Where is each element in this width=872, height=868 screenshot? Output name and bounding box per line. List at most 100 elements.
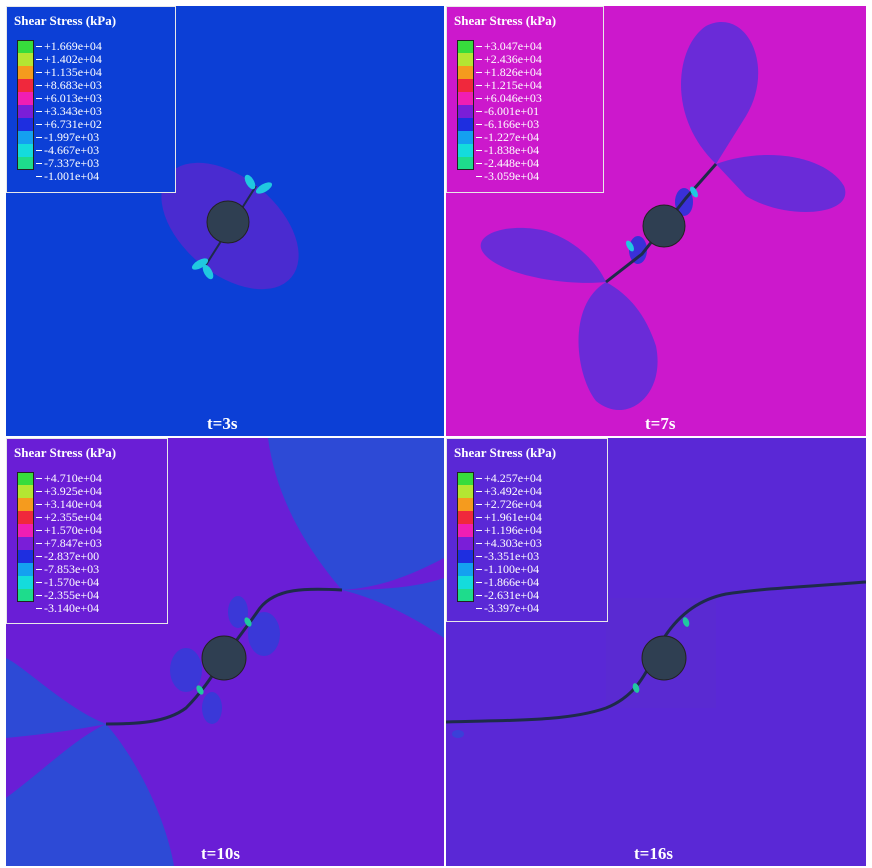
legend-value: -2.355e+04 [36, 589, 102, 602]
legend-value: +4.710e+04 [36, 472, 102, 485]
legend: Shear Stress (kPa) +1.669e+04 +1.402e+04… [6, 6, 176, 193]
legend-value: -3.397e+04 [476, 602, 542, 615]
legend-value: +2.355e+04 [36, 511, 102, 524]
legend-value: -2.631e+04 [476, 589, 542, 602]
legend-value: -1.570e+04 [36, 576, 102, 589]
legend-value: -4.667e+03 [36, 144, 102, 157]
crack-tip-zone [202, 264, 214, 280]
colorbar [17, 472, 34, 602]
colorbar [457, 40, 474, 170]
colorbar-swatch [17, 563, 34, 576]
panel-t10: Shear Stress (kPa) +4.710e+04 +3.925e+04… [6, 438, 444, 866]
legend-value: +7.847e+03 [36, 537, 102, 550]
colorbar-swatch [17, 40, 34, 53]
stress-lobe [681, 22, 759, 164]
legend-values: +4.257e+04 +3.492e+04 +2.726e+04 +1.961e… [476, 472, 542, 615]
legend-value: +6.731e+02 [36, 118, 102, 131]
legend-value: +3.047e+04 [476, 40, 542, 53]
crack-tip-zone [244, 174, 256, 190]
colorbar-swatch [457, 144, 474, 157]
borehole [642, 204, 686, 248]
colorbar-swatch [457, 563, 474, 576]
legend-value: -1.227e+04 [476, 131, 542, 144]
legend-value: -2.448e+04 [476, 157, 542, 170]
colorbar-swatch [17, 550, 34, 563]
time-label: t=10s [201, 844, 240, 863]
colorbar-swatch [457, 157, 474, 170]
crack-tip-zone [255, 182, 273, 194]
stress-lobe [480, 227, 606, 283]
legend-value: +1.570e+04 [36, 524, 102, 537]
legend-value: -6.001e+01 [476, 105, 542, 118]
legend-value: +8.683e+03 [36, 79, 102, 92]
stress-lobe [716, 155, 846, 213]
legend-value: +1.135e+04 [36, 66, 102, 79]
crack-tip-zone [191, 258, 209, 270]
borehole [641, 635, 687, 681]
panel-t7: Shear Stress (kPa) +3.047e+04 +2.436e+04… [446, 6, 866, 436]
legend-value: -2.837e+00 [36, 550, 102, 563]
legend-value: +6.046e+03 [476, 92, 542, 105]
time-label: t=16s [634, 844, 673, 863]
colorbar-swatch [457, 92, 474, 105]
legend-values: +4.710e+04 +3.925e+04 +3.140e+04 +2.355e… [36, 472, 102, 615]
crack-tip-zone [244, 617, 252, 627]
colorbar-swatch [457, 511, 474, 524]
stress-lobe [578, 282, 658, 410]
legend-value: -7.853e+03 [36, 563, 102, 576]
crack-tip-zone [682, 617, 690, 627]
legend-values: +3.047e+04 +2.436e+04 +1.826e+04 +1.215e… [476, 40, 542, 183]
legend: Shear Stress (kPa) +3.047e+04 +2.436e+04… [446, 6, 604, 193]
legend-value: +3.343e+03 [36, 105, 102, 118]
crack-tip-zone [626, 240, 634, 252]
colorbar-swatch [457, 576, 474, 589]
legend-value: +3.492e+04 [476, 485, 542, 498]
stress-lobe [248, 612, 280, 656]
colorbar [457, 472, 474, 602]
colorbar-swatch [457, 40, 474, 53]
legend-value: +2.436e+04 [476, 53, 542, 66]
legend-title: Shear Stress (kPa) [14, 445, 117, 460]
colorbar-swatch [457, 472, 474, 485]
legend-value: +4.303e+03 [476, 537, 542, 550]
time-label: t=3s [207, 414, 238, 433]
stress-field-t10 [6, 438, 444, 866]
colorbar-swatch [457, 118, 474, 131]
colorbar-swatch [17, 105, 34, 118]
legend-title: Shear Stress (kPa) [14, 13, 117, 28]
legend-value: +1.196e+04 [476, 524, 542, 537]
legend-value: -6.166e+03 [476, 118, 542, 131]
colorbar-swatch [17, 485, 34, 498]
crack-tip-zone [452, 730, 464, 738]
colorbar-swatch [457, 498, 474, 511]
colorbar-swatch [457, 53, 474, 66]
colorbar-swatch [457, 589, 474, 602]
borehole [201, 635, 247, 681]
colorbar [17, 40, 34, 170]
colorbar-swatch [457, 485, 474, 498]
colorbar-swatch [17, 589, 34, 602]
legend-value: +4.257e+04 [476, 472, 542, 485]
stress-lobe [6, 658, 106, 738]
legend-value: -1.001e+04 [36, 170, 102, 183]
colorbar-swatch [457, 79, 474, 92]
panel-t3: Shear Stress (kPa) +1.669e+04 +1.402e+04… [6, 6, 444, 436]
legend-title: Shear Stress (kPa) [454, 445, 557, 460]
colorbar-swatch [17, 79, 34, 92]
colorbar-swatch [17, 144, 34, 157]
legend: Shear Stress (kPa) +4.710e+04 +3.925e+04… [6, 438, 168, 624]
legend-value: +1.961e+04 [476, 511, 542, 524]
colorbar-swatch [17, 53, 34, 66]
colorbar-swatch [17, 537, 34, 550]
legend-value: +1.402e+04 [36, 53, 102, 66]
colorbar-swatch [457, 105, 474, 118]
colorbar-swatch [17, 92, 34, 105]
crack-tip-zone [632, 683, 640, 693]
legend-value: -7.337e+03 [36, 157, 102, 170]
colorbar-swatch [17, 157, 34, 170]
legend-value: +2.726e+04 [476, 498, 542, 511]
colorbar-swatch [17, 118, 34, 131]
colorbar-swatch [457, 66, 474, 79]
colorbar-swatch [17, 576, 34, 589]
legend-value: +3.140e+04 [36, 498, 102, 511]
